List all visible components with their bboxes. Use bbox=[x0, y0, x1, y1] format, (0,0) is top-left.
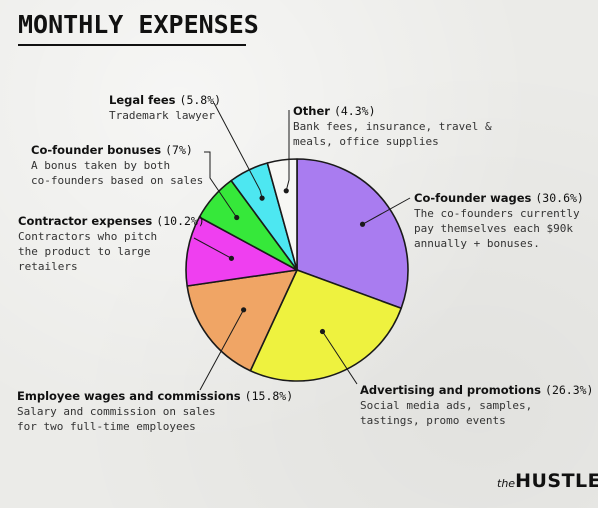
label-advertising-pct: (26.3%) bbox=[545, 383, 594, 397]
label-cofounder-bonuses: Co-founder bonuses (7%) A bonus taken by… bbox=[31, 143, 203, 188]
logo-small-text: the bbox=[497, 477, 516, 490]
label-employee-wages-pct: (15.8%) bbox=[244, 389, 294, 403]
label-cofounder-wages-desc-1: The co-founders currently bbox=[414, 207, 580, 220]
leader-line-employee-wages bbox=[199, 309, 245, 391]
the-hustle-logo: theHUSTLE bbox=[497, 470, 598, 492]
leader-dot-cofounder-wages bbox=[359, 221, 366, 227]
leader-line-cofounder-wages bbox=[362, 197, 411, 225]
leader-line-contractor-expenses bbox=[193, 237, 232, 259]
pie-slice-employee-wages bbox=[186, 269, 298, 372]
label-contractor-expenses: Contractor expenses (10.2%) Contractors … bbox=[18, 214, 205, 274]
label-other-title: Other bbox=[293, 104, 330, 118]
pie-slice-advertising bbox=[249, 269, 402, 382]
leader-dot-cofounder-bonuses bbox=[234, 214, 240, 221]
label-cofounder-bonuses-pct: (7%) bbox=[165, 143, 193, 157]
label-contractor-expenses-desc-3: retailers bbox=[18, 260, 78, 273]
label-other-desc-2: meals, office supplies bbox=[293, 135, 439, 148]
leader-dot-other bbox=[283, 188, 289, 194]
label-contractor-expenses-title: Contractor expenses bbox=[18, 214, 153, 228]
label-contractor-expenses-pct: (10.2%) bbox=[156, 214, 205, 228]
label-employee-wages-desc-2: for two full-time employees bbox=[17, 420, 196, 433]
label-other-pct: (4.3%) bbox=[333, 104, 376, 118]
label-legal-fees-title: Legal fees bbox=[109, 93, 176, 107]
label-employee-wages: Employee wages and commissions (15.8%) S… bbox=[17, 389, 293, 434]
label-advertising-desc-2: tastings, promo events bbox=[360, 414, 506, 427]
leader-dot-contractor-expenses bbox=[228, 255, 235, 261]
label-advertising: Advertising and promotions (26.3%) Socia… bbox=[360, 383, 593, 428]
leader-line-cofounder-bonuses bbox=[204, 151, 238, 218]
label-cofounder-wages-title: Co-founder wages bbox=[414, 191, 532, 205]
label-advertising-title: Advertising and promotions bbox=[360, 383, 541, 397]
label-other-desc-1: Bank fees, insurance, travel & bbox=[293, 120, 492, 133]
leader-dot-legal-fees bbox=[259, 195, 265, 201]
leader-dot-advertising bbox=[319, 328, 326, 335]
leader-line-other bbox=[285, 110, 290, 191]
label-legal-fees-pct: (5.8%) bbox=[179, 93, 222, 107]
label-cofounder-wages-desc-3: annually + bonuses. bbox=[414, 237, 540, 250]
label-contractor-expenses-desc-1: Contractors who pitch bbox=[18, 230, 158, 243]
label-cofounder-bonuses-desc-2: co-founders based on sales bbox=[31, 174, 204, 187]
pie-slice-cofounder-wages bbox=[296, 158, 409, 310]
label-employee-wages-desc-1: Salary and commission on sales bbox=[17, 405, 216, 418]
label-other: Other (4.3%) Bank fees, insurance, trave… bbox=[293, 104, 492, 149]
page-title: MONTHLY EXPENSES bbox=[18, 10, 259, 39]
label-cofounder-wages-desc-2: pay themselves each $90k bbox=[414, 222, 573, 235]
title-underline bbox=[18, 44, 246, 46]
label-employee-wages-title: Employee wages and commissions bbox=[17, 389, 241, 403]
leader-dot-employee-wages bbox=[241, 307, 247, 313]
pie-slice-other bbox=[266, 158, 298, 271]
label-cofounder-wages-pct: (30.6%) bbox=[535, 191, 584, 205]
logo-big-text: HUSTLE bbox=[515, 470, 598, 492]
label-legal-fees-desc-1: Trademark lawyer bbox=[109, 109, 215, 122]
label-legal-fees: Legal fees (5.8%) Trademark lawyer bbox=[109, 93, 221, 123]
label-contractor-expenses-desc-2: the product to large bbox=[18, 245, 151, 258]
label-cofounder-wages: Co-founder wages (30.6%) The co-founders… bbox=[414, 191, 584, 251]
pie-slice-contractor-expenses bbox=[185, 216, 298, 287]
leader-line-legal-fees bbox=[213, 102, 263, 199]
label-cofounder-bonuses-desc-1: A bonus taken by both bbox=[31, 159, 171, 172]
label-cofounder-bonuses-title: Co-founder bonuses bbox=[31, 143, 162, 157]
leader-line-advertising bbox=[322, 331, 358, 385]
label-advertising-desc-1: Social media ads, samples, bbox=[360, 399, 533, 412]
